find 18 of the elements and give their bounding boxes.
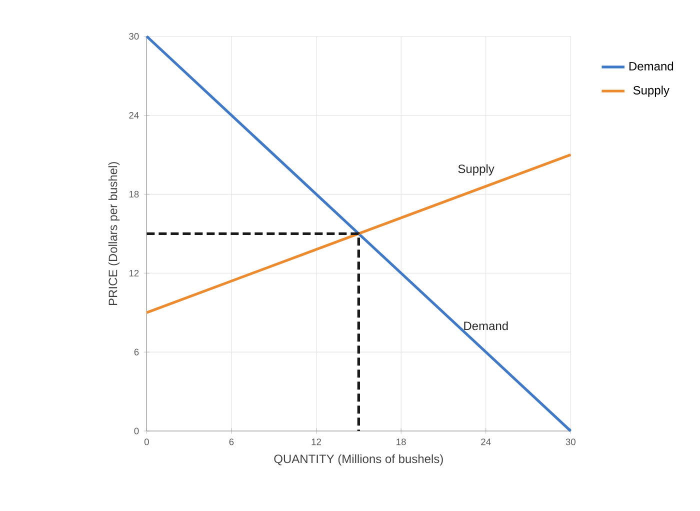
x-tick-label: 30 bbox=[566, 438, 576, 446]
x-tick-label: 18 bbox=[396, 438, 406, 446]
x-tick-label: 24 bbox=[481, 438, 491, 446]
y-tick-label: 6 bbox=[134, 348, 139, 356]
y-tick-label: 0 bbox=[134, 428, 139, 434]
annotation: Supply bbox=[458, 164, 494, 176]
y-axis-title: PRICE (Dollars per bushel) bbox=[108, 162, 120, 306]
y-tick-label: 12 bbox=[129, 270, 139, 276]
legend-label: Demand bbox=[629, 62, 674, 70]
x-tick-label: 0 bbox=[144, 438, 149, 446]
x-tick-label: 12 bbox=[312, 438, 321, 446]
x-axis-title: QUANTITY (Millions of bushels) bbox=[274, 454, 443, 466]
annotation: Demand bbox=[464, 321, 508, 330]
y-tick-label: 24 bbox=[129, 112, 139, 119]
y-tick-label: 18 bbox=[129, 190, 139, 198]
x-tick-label: 6 bbox=[229, 438, 234, 446]
legend-label: Supply bbox=[633, 86, 670, 97]
y-tick-label: 30 bbox=[129, 33, 139, 40]
